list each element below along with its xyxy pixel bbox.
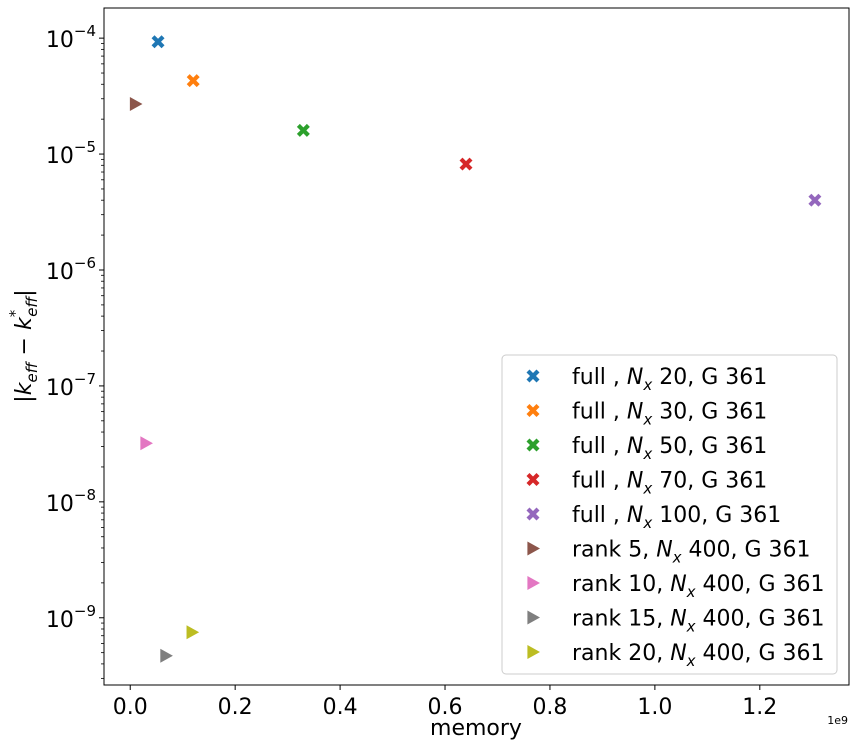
y-axis-ticks: 10−4 10−5 10−6 10−7 10−8 10−9 [46,22,104,679]
legend-label-8: rank 15, Nx 400, G 361 [572,607,825,636]
y-tick-label: 10−9 [46,602,96,633]
data-point-6-1 [129,97,143,112]
y-tick-label: 10−5 [46,138,96,169]
legend-marker-9 [527,645,540,659]
legend-marker-4 [526,473,540,486]
legend-marker-7 [527,576,540,590]
data-point-8-1 [160,648,173,663]
legend-marker-8 [527,610,540,625]
legend-marker-6 [527,541,540,556]
y-tick-label: 10−4 [46,22,96,53]
data-marks [129,35,822,663]
legend-marker-5 [526,507,540,521]
x-tick-label: 0.6 [428,695,463,720]
legend-label-4: full , Nx 70, G 361 [572,469,767,498]
legend-label-1: full , Nx 20, G 361 [572,365,767,394]
y-tick-label: 10−8 [46,486,96,517]
legend-marker-1 [526,369,540,383]
plot-frame [103,7,850,686]
x-tick-label: 0.4 [323,695,358,720]
legend-box [501,354,838,675]
data-point-3-1 [296,123,310,137]
y-tick-label: 10−6 [46,254,96,285]
x-tick-label: 1.0 [637,695,672,720]
data-point-1-1 [151,35,165,49]
x-tick-label: 0.0 [113,695,148,720]
legend-label-9: rank 20, Nx 400, G 361 [572,641,825,670]
x-tick-label: 1.2 [742,695,777,720]
x-tick-label: 0.8 [532,695,567,720]
legend-label-3: full , Nx 50, G 361 [572,434,767,463]
legend-marker-3 [526,438,540,452]
x-axis-scale-note: 1e9 [827,714,848,727]
data-point-2-1 [186,74,200,88]
legend-marker-2 [526,404,540,417]
legend-label-2: full , Nx 30, G 361 [572,400,767,429]
data-point-4-1 [459,157,473,171]
x-axis-ticks: 0.0 0.2 0.4 0.6 0.8 1.0 1.2 [113,685,777,720]
legend: full , Nx 20, G 361 full , Nx 30, G 361 fu… [501,354,838,675]
x-axis-label: memory [430,716,522,741]
legend-label-5: full , Nx 100, G 361 [572,503,781,532]
y-axis-label: |keff − k*eff| [6,289,41,402]
data-point-5-1 [808,193,822,207]
legend-label-6: rank 5, Nx 400, G 361 [572,538,811,567]
data-point-9-1 [186,625,200,640]
legend-label-7: rank 10, Nx 400, G 361 [572,572,825,601]
data-point-7-1 [140,436,153,451]
x-tick-label: 0.2 [218,695,253,720]
y-tick-label: 10−7 [46,370,96,401]
